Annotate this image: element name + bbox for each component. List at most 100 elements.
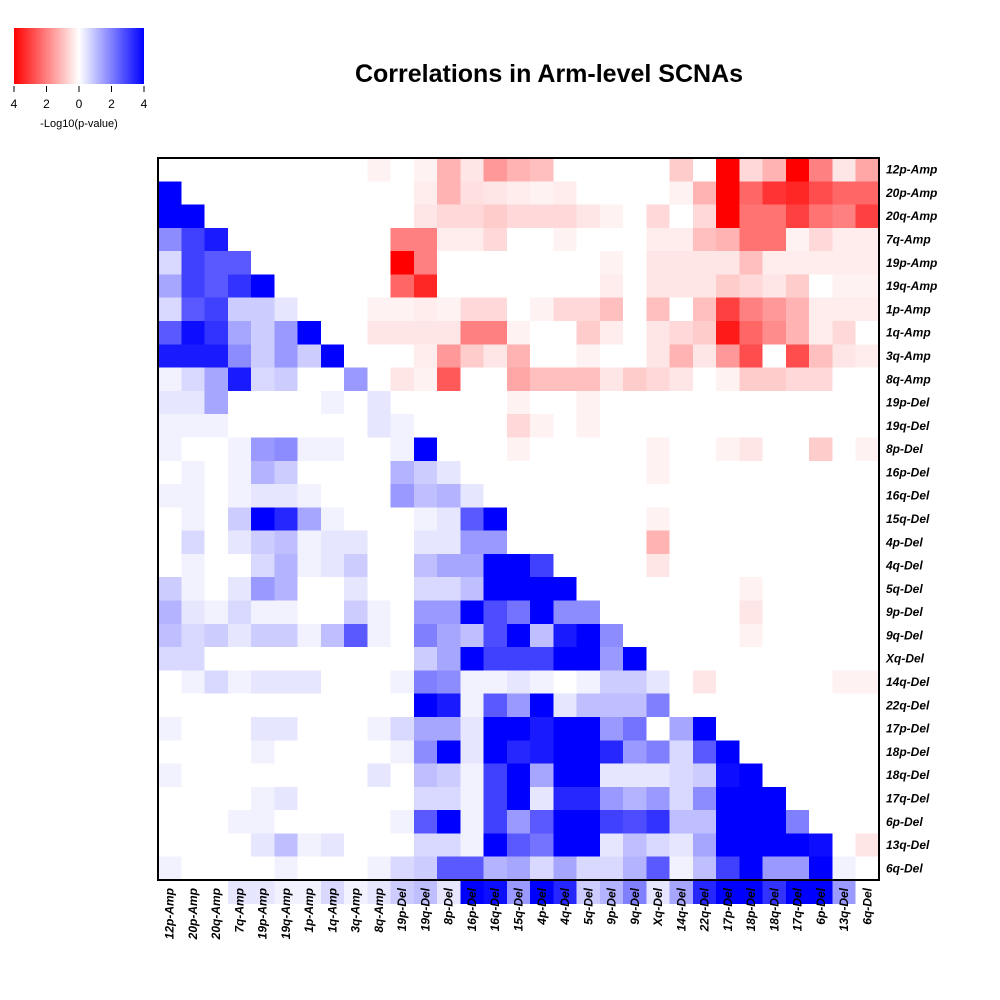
heatmap-cell — [692, 460, 717, 485]
heatmap-cell — [483, 716, 508, 741]
heatmap-cell — [367, 251, 392, 276]
heatmap-cell — [855, 786, 880, 811]
heatmap-cell — [367, 507, 392, 532]
heatmap-cell — [553, 507, 578, 532]
heatmap-cell — [158, 786, 182, 811]
heatmap-cell — [158, 530, 182, 555]
heatmap-cell — [692, 600, 717, 625]
heatmap-cell — [413, 623, 438, 648]
heatmap-cell — [506, 530, 531, 555]
legend-tick-label: 4 — [141, 97, 148, 111]
heatmap-cell — [181, 204, 206, 229]
heatmap-cell — [204, 158, 229, 182]
heatmap-cell — [785, 437, 810, 462]
heatmap-cell — [623, 158, 648, 182]
heatmap-cell — [297, 367, 322, 392]
heatmap-cell — [716, 227, 741, 252]
heatmap-cell — [181, 763, 206, 788]
heatmap-cell — [553, 716, 578, 741]
heatmap-cell — [809, 390, 834, 415]
heatmap-cell — [437, 274, 461, 299]
heatmap-cell — [274, 880, 299, 904]
heatmap-cell — [576, 810, 601, 835]
heatmap-cell — [251, 158, 275, 182]
heatmap-cell — [623, 367, 648, 392]
row-label: 14q-Del — [886, 675, 930, 689]
heatmap-cell — [274, 414, 299, 439]
heatmap-cell — [553, 227, 578, 252]
heatmap-cell — [251, 181, 275, 206]
heatmap-cell — [274, 484, 299, 508]
heatmap-cell — [297, 414, 322, 439]
heatmap-cell — [576, 507, 601, 532]
heatmap-cell — [320, 693, 345, 718]
row-label: Xq-Del — [885, 652, 925, 666]
heatmap-cell — [181, 716, 206, 741]
heatmap-cell — [483, 577, 508, 602]
heatmap-cell — [832, 460, 857, 485]
heatmap-cell — [413, 647, 438, 671]
heatmap-cell — [251, 833, 275, 858]
heatmap-cell — [227, 390, 252, 415]
heatmap-cell — [762, 204, 787, 229]
heatmap-cell — [855, 204, 880, 229]
heatmap-cell — [623, 856, 648, 881]
heatmap-cell — [669, 880, 694, 904]
heatmap-cell — [413, 460, 438, 485]
heatmap-cell — [390, 274, 415, 299]
heatmap-cell — [390, 810, 415, 835]
heatmap-cell — [716, 251, 741, 276]
heatmap-cell — [832, 181, 857, 206]
heatmap-cell — [251, 856, 275, 881]
heatmap-cell — [530, 786, 554, 811]
heatmap-cell — [646, 647, 671, 671]
column-label: 6q-Del — [860, 887, 874, 924]
heatmap-cell — [855, 623, 880, 648]
heatmap-cell — [530, 647, 554, 671]
heatmap-cell — [809, 880, 834, 904]
heatmap-cell — [437, 507, 461, 532]
column-label: 13q-Del — [837, 887, 851, 931]
heatmap-cell — [181, 484, 206, 508]
heatmap-cell — [390, 297, 415, 322]
heatmap-cell — [739, 786, 764, 811]
heatmap-cell — [809, 321, 834, 345]
heatmap-cell — [623, 344, 648, 369]
heatmap-cell — [553, 460, 578, 485]
heatmap-cell — [437, 553, 461, 578]
heatmap-cell — [274, 390, 299, 415]
heatmap-cell — [553, 786, 578, 811]
heatmap-cell — [553, 623, 578, 648]
heatmap-cell — [576, 181, 601, 206]
heatmap-cell — [646, 484, 671, 508]
heatmap-cell — [251, 810, 275, 835]
heatmap-cell — [553, 158, 578, 182]
heatmap-cell — [576, 693, 601, 718]
heatmap-cell — [553, 321, 578, 345]
heatmap-cell — [669, 856, 694, 881]
heatmap-cell — [855, 367, 880, 392]
heatmap-cell — [762, 344, 787, 369]
heatmap-cell — [692, 786, 717, 811]
column-labels: 12p-Amp 20p-Amp 20q-Amp 7q-Amp 19p-Amp 19q-Am… — [163, 887, 875, 940]
heatmap-cell — [716, 297, 741, 322]
heatmap-cell — [832, 763, 857, 788]
heatmap-cell — [669, 623, 694, 648]
heatmap-cell — [530, 553, 554, 578]
heatmap-cell — [320, 647, 345, 671]
heatmap-cell — [669, 716, 694, 741]
heatmap-cell — [181, 507, 206, 532]
row-label: 9q-Del — [886, 628, 923, 642]
heatmap-cell — [274, 810, 299, 835]
heatmap-cell — [506, 600, 531, 625]
heatmap-cell — [483, 181, 508, 206]
heatmap-cell — [227, 181, 252, 206]
heatmap-cell — [809, 623, 834, 648]
heatmap-cell — [762, 414, 787, 439]
heatmap-cell — [809, 553, 834, 578]
heatmap-cell — [855, 390, 880, 415]
heatmap-cell — [669, 181, 694, 206]
heatmap-cell — [762, 647, 787, 671]
heatmap-cell — [158, 297, 182, 322]
heatmap-cell — [390, 530, 415, 555]
